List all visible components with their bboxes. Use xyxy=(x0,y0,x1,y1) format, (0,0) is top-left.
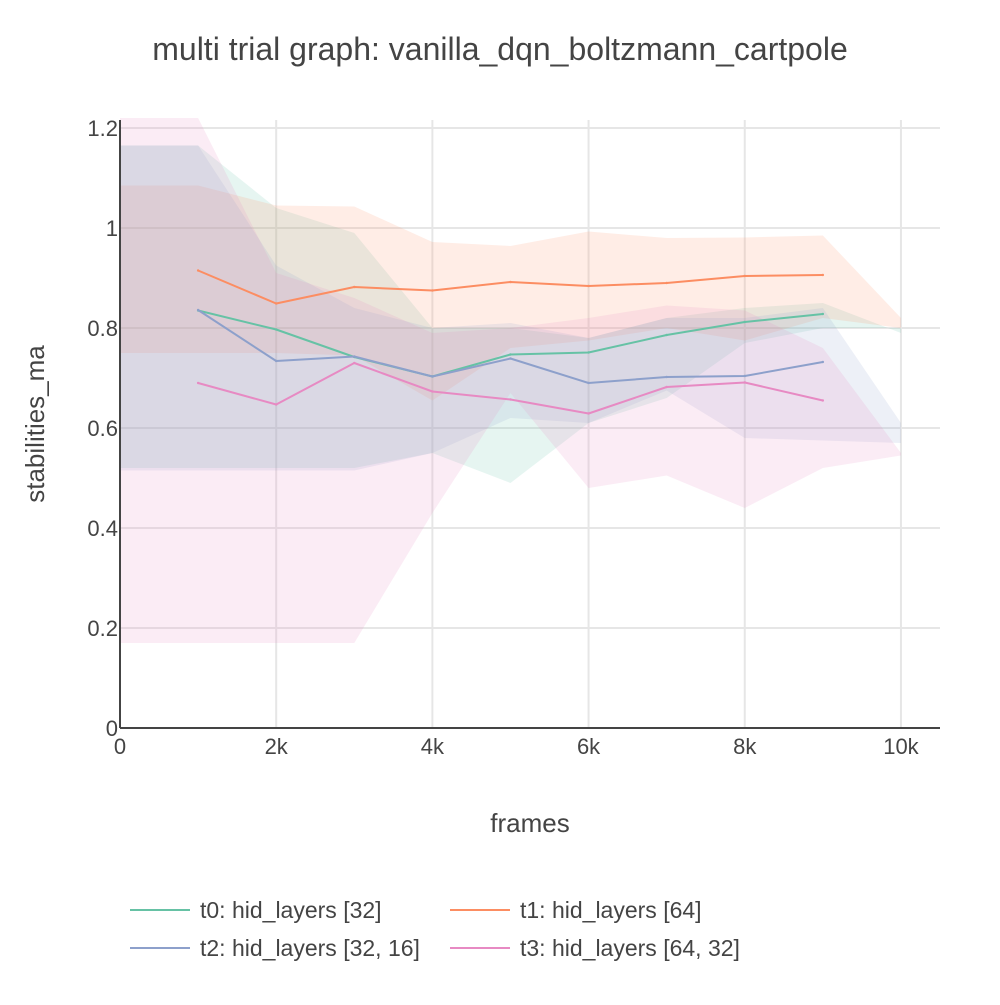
chart-title: multi trial graph: vanilla_dqn_boltzmann… xyxy=(152,31,848,67)
data-point-t1 xyxy=(509,280,512,284)
data-point-t1 xyxy=(431,289,434,292)
data-point-t2 xyxy=(743,374,746,378)
legend-item-t3: t3: hid_layers [64, 32] xyxy=(450,935,740,961)
legend-label: t1: hid_layers [64] xyxy=(520,897,702,923)
data-point-t2 xyxy=(509,357,512,360)
data-point-t2 xyxy=(274,359,278,363)
data-point-t3 xyxy=(665,385,668,389)
x-tick-label: 0 xyxy=(114,734,126,759)
data-point-t3 xyxy=(431,390,434,393)
data-point-t1 xyxy=(587,284,590,288)
data-point-t2 xyxy=(431,375,434,378)
data-point-t1 xyxy=(743,274,746,278)
y-tick-label: 1 xyxy=(106,216,118,241)
legend-label: t0: hid_layers [32] xyxy=(200,897,382,923)
legend-item-t1: t1: hid_layers [64] xyxy=(450,897,702,923)
data-point-t0 xyxy=(274,328,278,331)
y-tick-label: 1.2 xyxy=(87,116,118,141)
data-point-t1 xyxy=(274,302,278,305)
x-axis-title: frames xyxy=(490,808,569,838)
legend: t0: hid_layers [32] t1: hid_layers [64] t2… xyxy=(130,897,740,961)
y-tick-label: 0 xyxy=(106,716,118,741)
axis-layer xyxy=(119,120,940,729)
y-tick-label: 0.4 xyxy=(87,516,118,541)
data-point-t0 xyxy=(743,320,746,324)
data-point-t2 xyxy=(196,308,200,312)
x-tick-label: 6k xyxy=(577,734,601,759)
data-point-t2 xyxy=(353,355,356,358)
data-point-t3 xyxy=(196,381,200,385)
legend-label: t2: hid_layers [32, 16] xyxy=(200,935,420,961)
tick-layer: 0 2k 4k 6k 8k 10k 0 0.2 0.4 0.6 0.8 1 1.2 xyxy=(87,116,919,759)
y-axis-title: stabilities_ma xyxy=(20,345,50,503)
x-tick-label: 8k xyxy=(733,734,757,759)
line-layer xyxy=(196,269,825,415)
grid-layer xyxy=(120,120,940,728)
legend-label: t3: hid_layers [64, 32] xyxy=(520,935,740,961)
data-point-t0 xyxy=(587,351,590,354)
legend-item-t2: t2: hid_layers [32, 16] xyxy=(130,935,420,961)
data-point-t2 xyxy=(821,360,825,364)
series-band-t0 xyxy=(120,145,901,483)
y-tick-label: 0.2 xyxy=(87,616,118,641)
data-point-t2 xyxy=(587,381,590,385)
data-point-t3 xyxy=(743,381,746,384)
data-point-t1 xyxy=(821,273,825,277)
band-layer xyxy=(120,118,901,643)
series-band-t3 xyxy=(120,118,901,643)
series-band-t2 xyxy=(120,145,901,471)
data-point-t2 xyxy=(665,375,668,379)
data-point-t0 xyxy=(509,353,512,356)
y-tick-label: 0.8 xyxy=(87,316,118,341)
data-point-t0 xyxy=(821,312,825,316)
x-tick-label: 4k xyxy=(421,734,445,759)
data-point-t3 xyxy=(509,398,512,401)
data-point-t3 xyxy=(587,412,590,415)
series-band-t1 xyxy=(120,185,901,401)
data-point-t3 xyxy=(353,361,356,365)
data-point-t3 xyxy=(821,399,825,402)
data-point-t1 xyxy=(665,281,668,285)
data-point-t1 xyxy=(353,285,356,289)
data-point-t1 xyxy=(196,269,200,272)
y-tick-label: 0.6 xyxy=(87,416,118,441)
x-tick-label: 10k xyxy=(883,734,919,759)
data-point-t3 xyxy=(274,403,278,406)
data-point-t0 xyxy=(665,333,668,337)
legend-item-t0: t0: hid_layers [32] xyxy=(130,897,382,923)
x-tick-label: 2k xyxy=(265,734,289,759)
